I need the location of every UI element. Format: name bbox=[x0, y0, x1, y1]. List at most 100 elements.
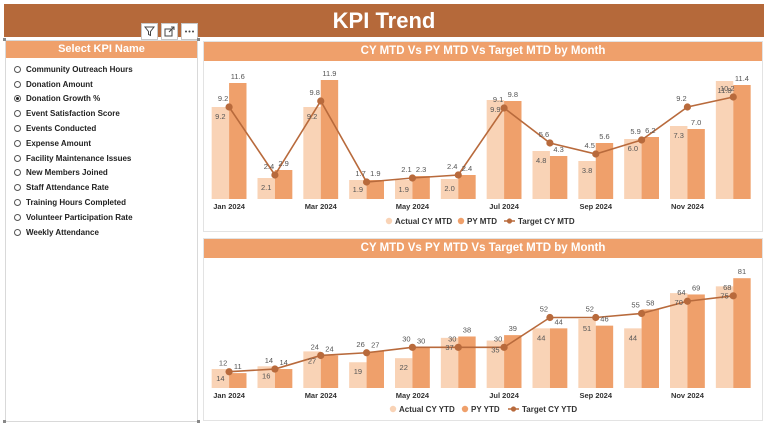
actual-bar[interactable] bbox=[486, 100, 505, 199]
py-bar[interactable] bbox=[687, 129, 705, 199]
target-marker[interactable] bbox=[408, 174, 417, 182]
actual-bar[interactable] bbox=[715, 81, 734, 199]
py-bar[interactable] bbox=[549, 156, 568, 199]
target-marker[interactable] bbox=[408, 343, 417, 351]
slicer-item[interactable]: Training Hours Completed bbox=[14, 195, 197, 210]
py-bar[interactable] bbox=[549, 328, 568, 388]
radio-button-icon[interactable] bbox=[14, 110, 21, 118]
slicer-item[interactable]: Expense Amount bbox=[14, 136, 197, 151]
slicer-item[interactable]: Donation Growth % bbox=[14, 92, 197, 107]
actual-bar[interactable] bbox=[532, 151, 550, 199]
focus-mode-icon[interactable] bbox=[161, 23, 178, 40]
py-bar[interactable] bbox=[366, 351, 384, 388]
actual-bar[interactable] bbox=[440, 337, 459, 388]
py-bar[interactable] bbox=[641, 137, 659, 199]
py-bar[interactable] bbox=[595, 143, 614, 199]
legend-item[interactable]: Target CY MTD bbox=[504, 217, 575, 226]
actual-bar[interactable] bbox=[303, 351, 321, 388]
target-marker[interactable] bbox=[225, 368, 233, 376]
actual-bar[interactable] bbox=[578, 318, 596, 388]
resize-handle[interactable] bbox=[197, 420, 200, 423]
actual-bar[interactable] bbox=[349, 362, 367, 388]
target-marker[interactable] bbox=[729, 292, 737, 300]
slicer-item[interactable]: Event Satisfaction Score bbox=[14, 106, 197, 121]
target-marker[interactable] bbox=[683, 103, 692, 111]
target-marker[interactable] bbox=[500, 104, 508, 112]
py-bar[interactable] bbox=[274, 369, 293, 388]
py-bar[interactable] bbox=[229, 373, 247, 388]
py-bar[interactable] bbox=[733, 85, 751, 199]
more-options-icon[interactable] bbox=[181, 23, 198, 40]
radio-button-icon[interactable] bbox=[14, 139, 21, 147]
radio-button-icon[interactable] bbox=[14, 213, 21, 221]
actual-bar[interactable] bbox=[349, 180, 367, 199]
target-marker[interactable] bbox=[271, 171, 279, 179]
target-marker[interactable] bbox=[546, 139, 554, 147]
slicer-item[interactable]: Facility Maintenance Issues bbox=[14, 151, 197, 166]
radio-button-icon[interactable] bbox=[14, 65, 21, 73]
py-bar[interactable] bbox=[366, 180, 384, 199]
target-marker[interactable] bbox=[362, 349, 371, 357]
target-marker[interactable] bbox=[362, 178, 371, 186]
slicer-item[interactable]: New Members Joined bbox=[14, 166, 197, 181]
radio-button-icon[interactable] bbox=[14, 184, 21, 192]
py-bar[interactable] bbox=[412, 347, 430, 388]
filter-icon[interactable] bbox=[141, 23, 158, 40]
target-marker[interactable] bbox=[454, 343, 462, 351]
py-bar[interactable] bbox=[412, 176, 430, 199]
py-bar[interactable] bbox=[320, 355, 339, 388]
slicer-item[interactable]: Staff Attendance Rate bbox=[14, 180, 197, 195]
target-marker[interactable] bbox=[317, 351, 325, 360]
actual-bar[interactable] bbox=[624, 328, 642, 388]
actual-bar[interactable] bbox=[211, 107, 230, 199]
actual-bar[interactable] bbox=[440, 179, 459, 199]
legend-item[interactable]: Actual CY MTD bbox=[385, 217, 453, 226]
actual-bar[interactable] bbox=[578, 161, 596, 199]
py-bar[interactable] bbox=[320, 80, 339, 199]
target-marker[interactable] bbox=[592, 150, 600, 158]
resize-handle[interactable] bbox=[3, 38, 6, 41]
radio-button-icon[interactable] bbox=[14, 95, 21, 103]
resize-handle[interactable] bbox=[197, 38, 200, 41]
slicer-item[interactable]: Volunteer Participation Rate bbox=[14, 210, 197, 225]
target-marker[interactable] bbox=[271, 365, 279, 373]
actual-bar[interactable] bbox=[303, 107, 321, 199]
py-bar[interactable] bbox=[687, 294, 705, 388]
py-bar[interactable] bbox=[229, 83, 247, 199]
resize-handle[interactable] bbox=[3, 420, 6, 423]
legend-item[interactable]: PY YTD bbox=[461, 405, 500, 414]
actual-bar[interactable] bbox=[532, 328, 550, 388]
py-bar[interactable] bbox=[641, 309, 659, 388]
target-marker[interactable] bbox=[454, 171, 462, 179]
actual-bar[interactable] bbox=[670, 293, 688, 388]
target-marker[interactable] bbox=[592, 313, 600, 322]
actual-bar[interactable] bbox=[715, 286, 734, 388]
target-marker[interactable] bbox=[225, 103, 233, 111]
target-marker[interactable] bbox=[546, 313, 554, 322]
py-bar[interactable] bbox=[274, 170, 293, 199]
slicer-item[interactable]: Community Outreach Hours bbox=[14, 62, 197, 77]
actual-bar[interactable] bbox=[257, 366, 275, 388]
radio-button-icon[interactable] bbox=[14, 125, 21, 133]
slicer-item[interactable]: Donation Amount bbox=[14, 77, 197, 92]
radio-button-icon[interactable] bbox=[14, 154, 21, 162]
target-marker[interactable] bbox=[317, 97, 325, 105]
py-bar[interactable] bbox=[458, 336, 476, 388]
py-bar[interactable] bbox=[458, 175, 476, 199]
actual-bar[interactable] bbox=[486, 340, 505, 388]
legend-item[interactable]: Actual CY YTD bbox=[389, 405, 455, 414]
actual-bar[interactable] bbox=[624, 139, 642, 199]
radio-button-icon[interactable] bbox=[14, 169, 21, 177]
target-marker[interactable] bbox=[683, 297, 692, 305]
target-marker[interactable] bbox=[500, 343, 508, 351]
actual-bar[interactable] bbox=[670, 126, 688, 199]
target-marker[interactable] bbox=[637, 136, 646, 144]
radio-button-icon[interactable] bbox=[14, 199, 21, 207]
py-bar[interactable] bbox=[504, 101, 522, 199]
target-marker[interactable] bbox=[637, 309, 646, 318]
radio-button-icon[interactable] bbox=[14, 80, 21, 88]
actual-bar[interactable] bbox=[257, 178, 275, 199]
actual-bar[interactable] bbox=[211, 369, 230, 388]
py-bar[interactable] bbox=[504, 335, 522, 388]
actual-bar[interactable] bbox=[395, 180, 413, 199]
